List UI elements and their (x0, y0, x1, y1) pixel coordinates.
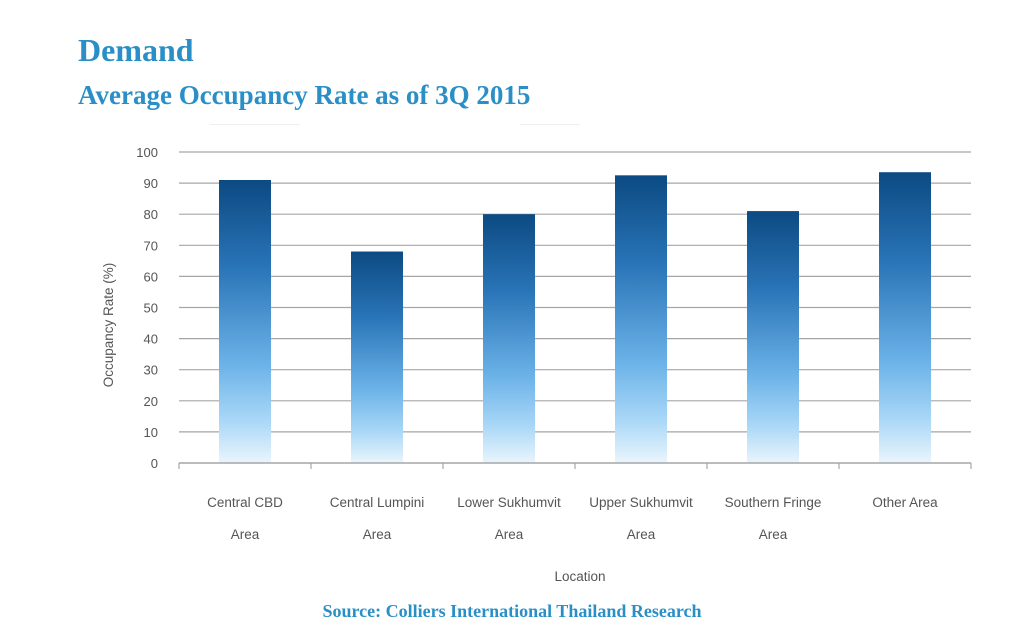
bar (879, 172, 931, 463)
x-tick-label: Central Lumpini (330, 495, 425, 510)
y-tick-label: 0 (151, 456, 158, 471)
y-tick-label: 80 (144, 207, 158, 222)
y-tick-labels: 0 10 20 30 40 50 60 70 80 90 100 (136, 145, 158, 471)
y-tick-label: 10 (144, 425, 158, 440)
x-tick-labels: Central CBD Area Central Lumpini Area Lower … (207, 495, 938, 542)
x-axis (178, 462, 972, 469)
gridlines (179, 151, 971, 433)
bar (483, 214, 535, 463)
bar (351, 251, 403, 463)
x-tick-label: Southern Fringe (725, 495, 822, 510)
bar (615, 175, 667, 463)
x-tick-label: Area (231, 527, 260, 542)
bar (747, 211, 799, 463)
y-tick-label: 20 (144, 394, 158, 409)
decorative-divider (210, 124, 300, 125)
x-tick-label: Area (759, 527, 788, 542)
page-title: Demand (78, 32, 194, 68)
source-note: Source: Colliers International Thailand … (322, 601, 702, 621)
decorative-divider (520, 124, 580, 125)
x-tick-label: Upper Sukhumvit (589, 495, 693, 510)
y-tick-label: 30 (144, 363, 158, 378)
y-tick-label: 70 (144, 238, 158, 253)
x-tick-label: Area (363, 527, 392, 542)
y-tick-label: 60 (144, 269, 158, 284)
y-tick-label: 90 (144, 176, 158, 191)
bars (219, 172, 931, 464)
chart-subtitle: Average Occupancy Rate as of 3Q 2015 (78, 80, 531, 110)
x-axis-title: Location (554, 569, 605, 584)
y-axis-title: Occupancy Rate (%) (101, 263, 116, 388)
x-tick-label: Area (627, 527, 656, 542)
bar (219, 179, 271, 464)
y-tick-label: 40 (144, 332, 158, 347)
y-tick-label: 50 (144, 301, 158, 316)
x-tick-label: Lower Sukhumvit (457, 495, 561, 510)
y-tick-label: 100 (136, 145, 158, 160)
x-tick-label: Area (495, 527, 524, 542)
x-tick-label: Other Area (872, 495, 938, 510)
x-tick-label: Central CBD (207, 495, 283, 510)
